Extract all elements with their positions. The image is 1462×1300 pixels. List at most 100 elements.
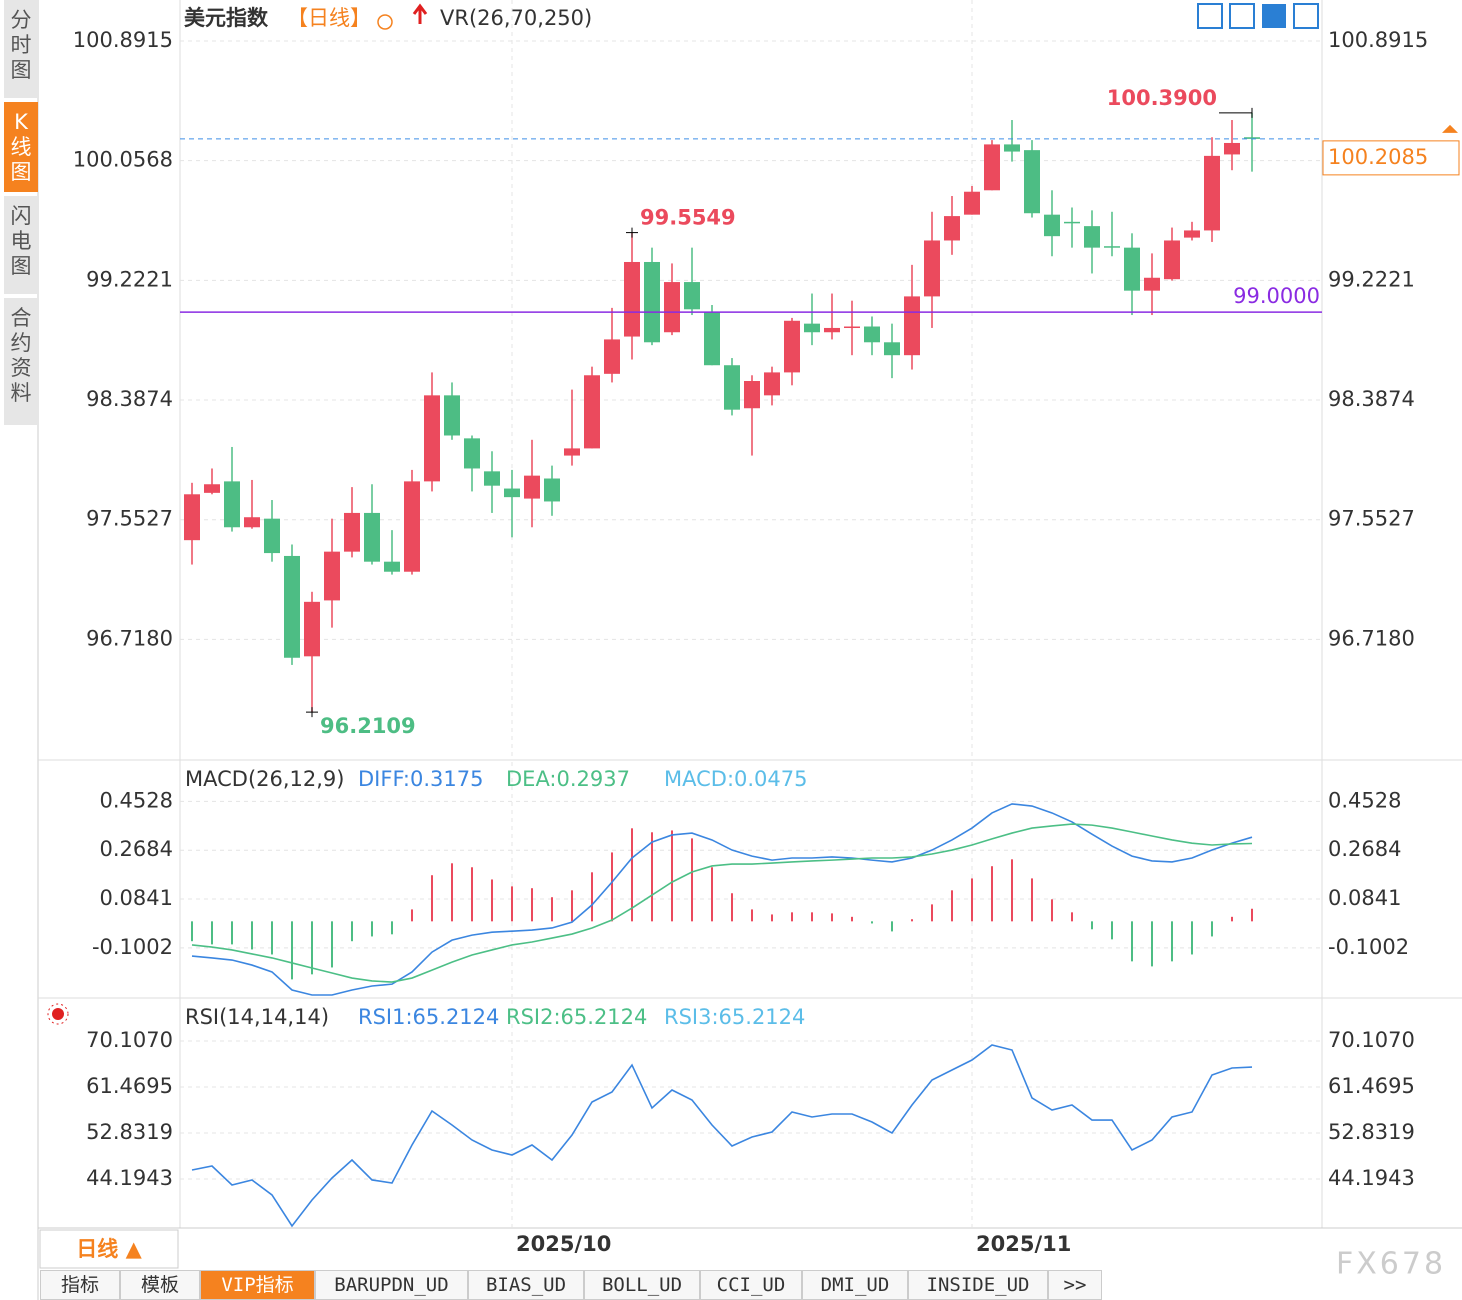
candle-body xyxy=(984,144,1000,191)
y-tick-label-right: 44.1943 xyxy=(1328,1166,1415,1190)
last-price-box xyxy=(1322,140,1460,176)
candle-body xyxy=(924,240,940,297)
candle-body xyxy=(764,372,780,396)
candle-body xyxy=(1144,277,1160,291)
legend-item: DIFF:0.3175 xyxy=(358,767,483,791)
side-tab[interactable]: 合约资料 xyxy=(4,298,38,425)
toolbar xyxy=(1197,3,1319,29)
y-tick-label-right: 0.4528 xyxy=(1328,788,1401,812)
extreme-label: 99.5549 xyxy=(640,206,736,230)
indicator: VR(26,70,250) xyxy=(440,6,592,30)
support-label: 99.0000 xyxy=(1233,284,1320,308)
period-box[interactable] xyxy=(39,1229,179,1269)
candle-body xyxy=(824,327,840,333)
candle-body xyxy=(344,512,360,552)
indicator-label: RSI(14,14,14) xyxy=(185,1005,329,1029)
candle-body xyxy=(1104,246,1120,248)
tab[interactable]: >> xyxy=(1048,1270,1102,1300)
y-tick-label: 0.0841 xyxy=(100,886,173,910)
tab[interactable]: 模板 xyxy=(120,1270,200,1300)
last-price-label: 100.2085 xyxy=(1328,145,1428,169)
legend-item: RSI1:65.2124 xyxy=(358,1005,499,1029)
tab[interactable]: BIAS_UD xyxy=(468,1270,584,1300)
candle-body xyxy=(964,191,980,215)
candle-body xyxy=(884,342,900,356)
tool-icon[interactable] xyxy=(1262,4,1286,28)
tool-icon[interactable] xyxy=(1197,3,1223,29)
candle-body xyxy=(1224,142,1240,155)
extreme-label: 96.2109 xyxy=(320,714,416,738)
candle-body xyxy=(744,381,760,409)
tab-label: 闪电图 xyxy=(10,204,32,278)
candle-body xyxy=(424,395,440,482)
legend-item: RSI3:65.2124 xyxy=(664,1005,805,1029)
side-tab[interactable]: 闪电图 xyxy=(4,196,38,294)
candle-body xyxy=(1204,155,1220,231)
y-tick-label-right: 97.5527 xyxy=(1328,507,1415,531)
extreme-label: 100.3900 xyxy=(1107,86,1217,110)
candle-body xyxy=(244,517,260,528)
candle-body xyxy=(1244,137,1260,139)
tab[interactable]: INSIDE_UD xyxy=(908,1270,1048,1300)
y-tick-label-right: 98.3874 xyxy=(1328,387,1415,411)
candle-body xyxy=(844,326,860,329)
sun-icon[interactable] xyxy=(47,1003,69,1025)
title: 美元指数 xyxy=(184,6,269,30)
candle-body xyxy=(684,282,700,310)
tab[interactable]: VIP指标 xyxy=(200,1270,315,1300)
candle-body xyxy=(444,395,460,436)
candle-body xyxy=(904,296,920,356)
candle-body xyxy=(1164,240,1180,280)
candle-body xyxy=(624,261,640,337)
period: 【日线】 xyxy=(287,6,371,30)
y-tick-label: 100.0568 xyxy=(73,148,173,172)
y-tick-label: 99.2221 xyxy=(86,267,173,291)
candle-body xyxy=(1124,247,1140,291)
legend-item: DEA:0.2937 xyxy=(506,767,630,791)
side-tab[interactable]: 分时图 xyxy=(4,0,38,98)
y-tick-label-right: 0.2684 xyxy=(1328,837,1401,861)
y-tick-label-right: -0.1002 xyxy=(1328,935,1409,959)
y-tick-label: 96.7180 xyxy=(86,626,173,650)
y-tick-label-right: 70.1070 xyxy=(1328,1028,1415,1052)
x-tick-label: 2025/11 xyxy=(976,1232,1071,1256)
candle-body xyxy=(404,481,420,572)
line xyxy=(191,1044,1253,1228)
candle-body xyxy=(384,561,400,572)
y-tick-label: 61.4695 xyxy=(86,1074,173,1098)
tab[interactable]: BOLL_UD xyxy=(584,1270,700,1300)
y-tick-label-right: 52.8319 xyxy=(1328,1120,1415,1144)
y-tick-label: 0.4528 xyxy=(100,788,173,812)
tab[interactable]: CCI_UD xyxy=(700,1270,802,1300)
icon[interactable] xyxy=(412,3,428,24)
tool-icon[interactable] xyxy=(1229,3,1255,29)
candle-body xyxy=(584,375,600,449)
candle-body xyxy=(364,512,380,562)
candle-body xyxy=(324,551,340,601)
y-tick-label: 97.5527 xyxy=(86,507,173,531)
y-tick-label-right: 61.4695 xyxy=(1328,1074,1415,1098)
candle-body xyxy=(944,216,960,241)
candle-body xyxy=(524,475,540,499)
tab[interactable]: DMI_UD xyxy=(802,1270,908,1300)
candle-body xyxy=(664,282,680,333)
candle-body xyxy=(284,555,300,658)
side-tab[interactable]: K线图 xyxy=(4,102,38,192)
tab-label: 合约资料 xyxy=(10,306,32,405)
candle-body xyxy=(1184,230,1200,238)
candle-body xyxy=(724,365,740,410)
x-tick-label: 2025/10 xyxy=(516,1232,611,1256)
watermark: FX678 xyxy=(1336,1247,1446,1282)
candle-body xyxy=(644,261,660,343)
icon[interactable] xyxy=(377,14,393,30)
tab[interactable]: BARUPDN_UD xyxy=(315,1270,468,1300)
candle-body xyxy=(1084,226,1100,248)
candle-body xyxy=(504,488,520,498)
indicator-label: MACD(26,12,9) xyxy=(185,767,345,791)
y-tick-label-right: 0.0841 xyxy=(1328,886,1401,910)
tab[interactable]: 指标 xyxy=(40,1270,120,1300)
tool-icon[interactable] xyxy=(1293,3,1319,29)
period-selector[interactable]: 日线 ▲ xyxy=(76,1237,142,1261)
